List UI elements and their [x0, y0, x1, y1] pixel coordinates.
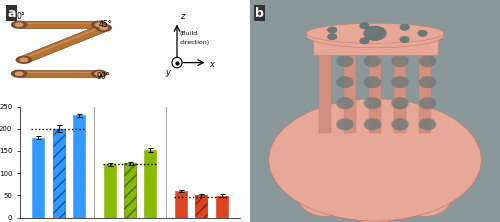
- Bar: [394, 40, 406, 133]
- Ellipse shape: [364, 97, 382, 109]
- Bar: [319, 40, 331, 133]
- Ellipse shape: [336, 55, 354, 67]
- Ellipse shape: [418, 30, 427, 36]
- Ellipse shape: [306, 23, 444, 48]
- Circle shape: [92, 21, 106, 28]
- Bar: [312, 36, 438, 56]
- Text: 45°: 45°: [99, 20, 112, 29]
- Polygon shape: [19, 70, 99, 77]
- Bar: [73, 115, 85, 218]
- Ellipse shape: [348, 184, 403, 222]
- Ellipse shape: [418, 158, 472, 198]
- Bar: [216, 196, 228, 218]
- Ellipse shape: [298, 139, 353, 179]
- Text: 0°: 0°: [17, 12, 25, 21]
- Bar: [124, 163, 136, 218]
- Circle shape: [92, 70, 106, 77]
- Polygon shape: [19, 72, 99, 73]
- Ellipse shape: [306, 23, 444, 43]
- Polygon shape: [19, 21, 99, 28]
- Circle shape: [16, 23, 23, 26]
- Ellipse shape: [419, 55, 436, 67]
- Circle shape: [100, 26, 108, 30]
- Ellipse shape: [419, 76, 436, 88]
- Bar: [52, 129, 65, 218]
- Bar: [195, 195, 207, 218]
- Ellipse shape: [391, 55, 409, 67]
- Ellipse shape: [336, 97, 354, 109]
- Circle shape: [12, 70, 26, 77]
- Text: y: y: [166, 68, 170, 77]
- Ellipse shape: [364, 118, 382, 131]
- Bar: [175, 191, 187, 218]
- Text: direction): direction): [180, 40, 210, 45]
- Ellipse shape: [360, 38, 369, 44]
- Circle shape: [96, 24, 111, 31]
- Polygon shape: [19, 23, 99, 24]
- Bar: [419, 40, 431, 133]
- Ellipse shape: [391, 76, 409, 88]
- Circle shape: [16, 56, 32, 63]
- Circle shape: [16, 72, 23, 75]
- Bar: [104, 164, 116, 218]
- Bar: [369, 40, 382, 133]
- Circle shape: [172, 57, 182, 68]
- Bar: [32, 138, 44, 218]
- Ellipse shape: [391, 118, 409, 131]
- Ellipse shape: [419, 118, 436, 131]
- Ellipse shape: [328, 27, 337, 33]
- Text: b: b: [255, 7, 264, 20]
- Ellipse shape: [364, 26, 386, 41]
- Bar: [144, 150, 156, 218]
- Text: z: z: [180, 12, 184, 21]
- Circle shape: [95, 23, 103, 26]
- Bar: [344, 40, 356, 133]
- Text: (Build: (Build: [180, 31, 198, 36]
- Text: a: a: [8, 7, 16, 20]
- Polygon shape: [21, 26, 102, 59]
- Ellipse shape: [400, 24, 409, 30]
- Polygon shape: [19, 25, 108, 62]
- Ellipse shape: [397, 176, 452, 216]
- Ellipse shape: [269, 99, 481, 221]
- Circle shape: [12, 21, 26, 28]
- Text: x: x: [210, 60, 214, 69]
- Circle shape: [95, 72, 103, 75]
- Ellipse shape: [400, 36, 409, 42]
- Ellipse shape: [391, 97, 409, 109]
- Circle shape: [20, 58, 28, 61]
- Ellipse shape: [397, 139, 452, 179]
- Ellipse shape: [419, 97, 436, 109]
- Ellipse shape: [360, 23, 369, 29]
- Text: 90°: 90°: [96, 72, 110, 81]
- Ellipse shape: [364, 55, 382, 67]
- Ellipse shape: [336, 118, 354, 131]
- Ellipse shape: [328, 34, 337, 40]
- Ellipse shape: [364, 76, 382, 88]
- Ellipse shape: [336, 76, 354, 88]
- Ellipse shape: [298, 176, 353, 216]
